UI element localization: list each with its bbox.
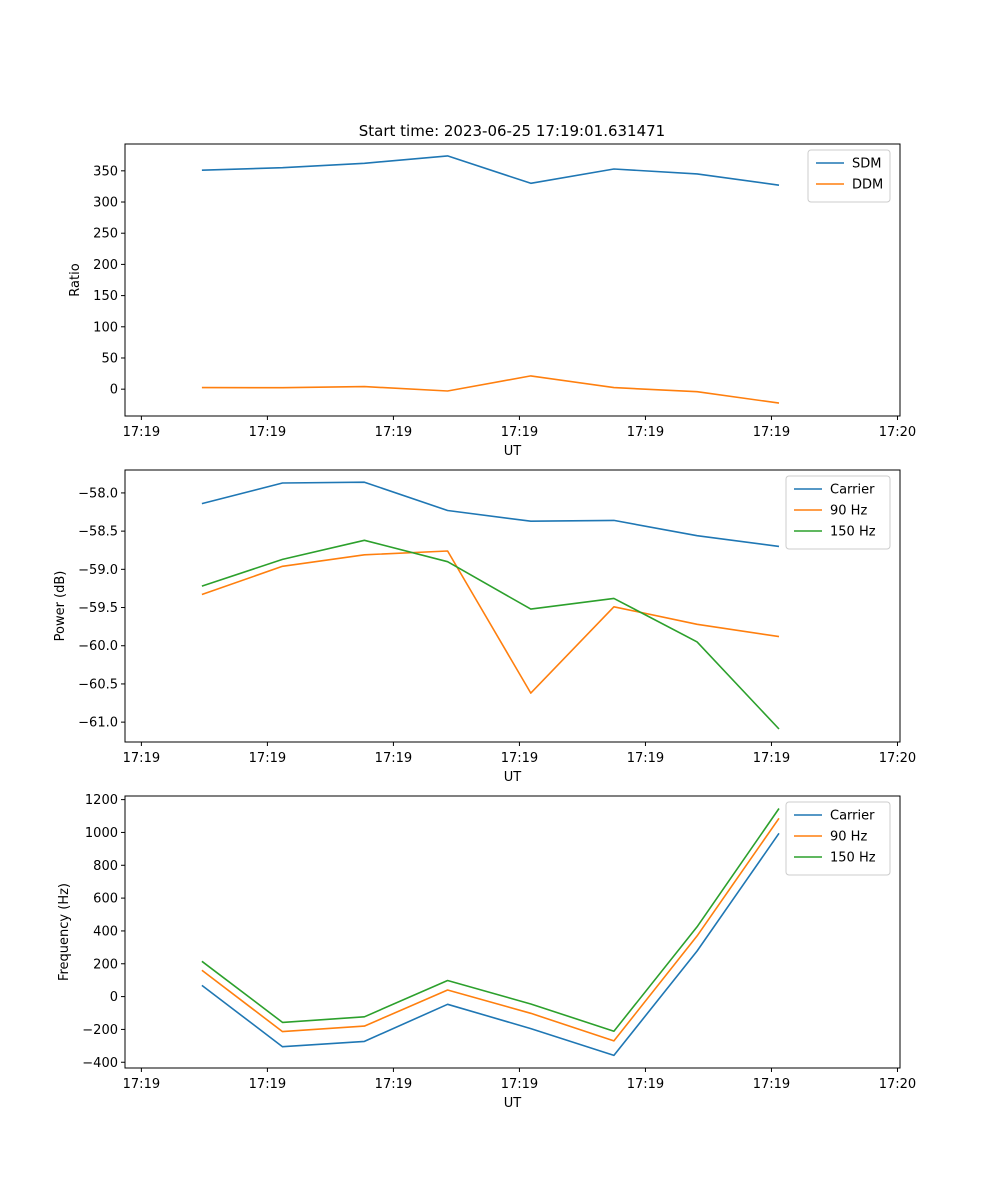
legend-entry-label: Carrier <box>830 809 875 824</box>
legend-entry-label: Carrier <box>830 483 875 498</box>
y-tick-label: −60.5 <box>78 677 118 692</box>
y-tick-label: 150 <box>93 289 118 304</box>
x-tick-label: 17:19 <box>753 1077 790 1092</box>
y-tick-label: 350 <box>93 164 118 179</box>
x-tick-label: 17:20 <box>879 425 916 440</box>
y-tick-label: −59.0 <box>78 563 118 578</box>
series-line-150-hz <box>201 808 780 1032</box>
figure-title: Start time: 2023-06-25 17:19:01.631471 <box>359 122 665 140</box>
x-tick-label: 17:20 <box>879 1077 916 1092</box>
y-tick-label: 50 <box>101 351 118 366</box>
x-tick-label: 17:19 <box>375 751 412 766</box>
legend: Carrier 90 Hz 150 Hz <box>785 801 891 876</box>
y-axis-label: Frequency (Hz) <box>57 883 72 981</box>
y-tick-label: 1000 <box>85 826 118 841</box>
y-tick-label: 300 <box>93 196 118 211</box>
y-tick-label: 800 <box>93 859 118 874</box>
plot-area <box>124 795 901 1069</box>
x-tick-label: 17:19 <box>123 1077 160 1092</box>
y-tick-label: −58.0 <box>78 486 118 501</box>
legend: SDM DDM <box>807 149 891 203</box>
x-tick-label: 17:19 <box>501 425 538 440</box>
y-tick-label: 200 <box>93 957 118 972</box>
x-tick-label: 17:19 <box>123 425 160 440</box>
x-tick-label: 17:20 <box>879 751 916 766</box>
y-tick-label: −59.5 <box>78 601 118 616</box>
x-tick-label: 17:19 <box>249 425 286 440</box>
y-tick-label: −58.5 <box>78 525 118 540</box>
x-axis-label: UT <box>504 1096 522 1111</box>
plot-area <box>124 143 901 417</box>
legend-entry-label: SDM <box>852 157 881 172</box>
panel-2: −61.0 −60.5 −60.0 −59.5 −59.0 −58.5 −58.0 17:19… <box>53 469 916 785</box>
y-tick-label: 250 <box>93 227 118 242</box>
y-tick-label: −400 <box>82 1056 118 1071</box>
y-tick-label: 1200 <box>85 793 118 808</box>
x-tick-label: 17:19 <box>249 751 286 766</box>
y-tick-label: 100 <box>93 320 118 335</box>
legend-entry-label: 90 Hz <box>830 504 867 519</box>
y-axis-label: Power (dB) <box>53 571 68 642</box>
legend-entry-label: 150 Hz <box>830 851 876 866</box>
legend-entry-label: 90 Hz <box>830 830 867 845</box>
legend-entry-label: 150 Hz <box>830 525 876 540</box>
legend: Carrier 90 Hz 150 Hz <box>785 475 891 550</box>
y-tick-label: 200 <box>93 258 118 273</box>
x-tick-label: 17:19 <box>501 751 538 766</box>
x-axis-label: UT <box>504 770 522 785</box>
panel-3: −400 −200 0 200 400 600 800 1000 1200 17:19 17:19 1… <box>57 793 916 1111</box>
series-line-carrier <box>201 832 780 1057</box>
y-tick-label: −60.0 <box>78 639 118 654</box>
series-line-carrier <box>201 481 780 548</box>
panel-1: 0 50 100 150 200 250 300 350 17:19 17:19 17:19 17:1… <box>68 143 916 459</box>
x-tick-label: 17:19 <box>753 751 790 766</box>
y-tick-label: 400 <box>93 924 118 939</box>
x-tick-label: 17:19 <box>627 1077 664 1092</box>
x-tick-label: 17:19 <box>249 1077 286 1092</box>
y-tick-label: 600 <box>93 892 118 907</box>
y-tick-label: 0 <box>110 383 118 398</box>
y-tick-label: 0 <box>110 990 118 1005</box>
series-line-sdm <box>201 155 780 186</box>
x-tick-label: 17:19 <box>123 751 160 766</box>
x-axis-label: UT <box>504 444 522 459</box>
y-axis-label: Ratio <box>68 263 83 296</box>
x-tick-label: 17:19 <box>753 425 790 440</box>
series-line-90-hz <box>201 817 780 1042</box>
plot-area <box>124 469 901 743</box>
panels: 0 50 100 150 200 250 300 350 17:19 17:19 17:19 17:1… <box>53 143 916 1111</box>
y-tick-label: −200 <box>82 1023 118 1038</box>
x-tick-label: 17:19 <box>375 425 412 440</box>
legend-entry-label: DDM <box>852 178 883 193</box>
x-tick-label: 17:19 <box>375 1077 412 1092</box>
x-tick-label: 17:19 <box>501 1077 538 1092</box>
x-tick-label: 17:19 <box>627 751 664 766</box>
x-tick-label: 17:19 <box>627 425 664 440</box>
series-line-ddm <box>201 375 780 404</box>
series-line-90-hz <box>201 550 780 694</box>
y-tick-label: −61.0 <box>78 716 118 731</box>
series-line-150-hz <box>201 539 780 730</box>
